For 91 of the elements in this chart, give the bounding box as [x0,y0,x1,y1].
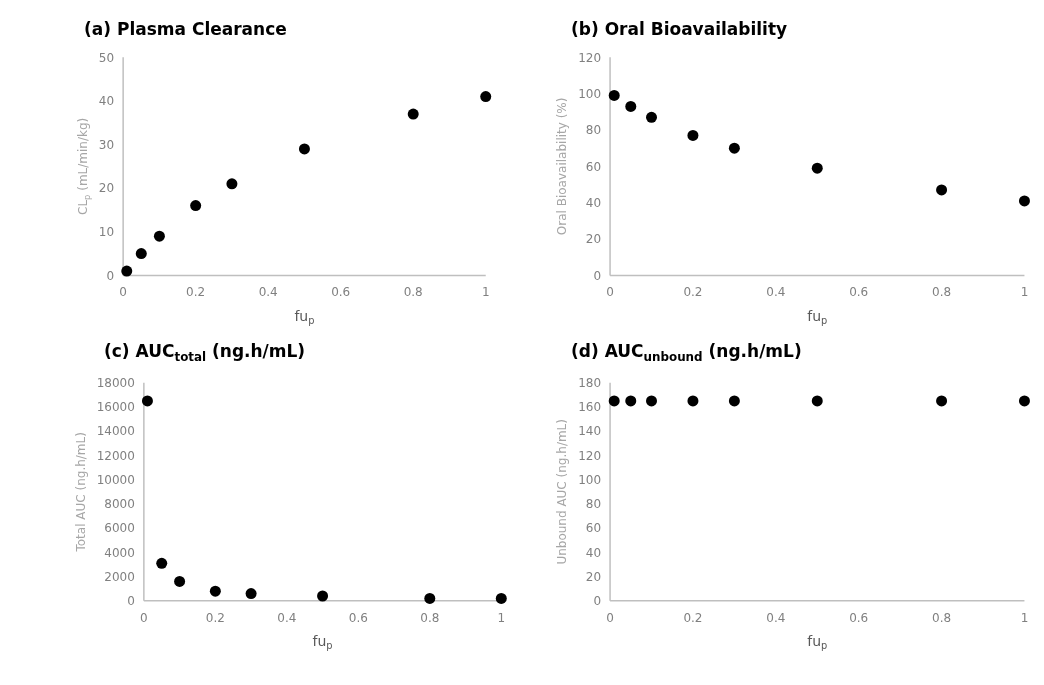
y-tick-label: 120 [578,448,602,463]
chart-title: (a) Plasma Clearance [84,19,287,39]
y-tick-label: 18000 [96,375,135,390]
y-tick-label: 120 [578,50,602,65]
point [1018,195,1030,207]
point [209,585,221,597]
y-tick-label: 0 [106,268,115,283]
y-tick-label: 20 [98,181,115,196]
x-tick-label: 1 [497,610,506,625]
x-tick-label: 0.4 [258,285,278,300]
point [141,395,153,407]
x-tick-label: 0.8 [403,285,423,300]
point [298,143,310,155]
x-axis-title: fu$_{p}$ [807,633,828,652]
x-tick-label: 1 [1020,285,1029,300]
point [317,590,329,602]
y-tick-label: 60 [585,159,602,174]
point [480,91,492,103]
x-tick-label: 1 [481,285,490,300]
chart-title: (b) Oral Bioavailability [571,19,788,39]
y-tick-label: 100 [578,86,602,101]
y-tick-label: 8000 [104,497,135,512]
y-tick-label: 16000 [96,400,135,415]
x-tick-label: 0.8 [932,610,952,625]
point [728,142,740,154]
point [424,592,436,604]
x-tick-label: 0.2 [205,610,225,625]
point [495,592,507,604]
x-tick-label: 0 [140,610,148,625]
y-tick-label: 12000 [96,448,135,463]
point [174,575,186,587]
x-tick-label: 0.2 [186,285,206,300]
y-tick-label: 6000 [104,521,135,536]
point [135,248,147,260]
y-tick-label: 10000 [96,472,135,487]
x-tick-label: 0.2 [683,285,703,300]
point [936,184,948,196]
y-tick-label: 80 [585,497,602,512]
y-axis-title: Oral Bioavailability (%) [555,97,570,236]
point [687,129,699,141]
point [407,108,419,120]
chart-title: (d) AUC$_{unbound}$ (ng.h/mL) [571,341,802,364]
y-tick-label: 140 [578,424,602,439]
y-tick-label: 0 [127,594,135,609]
y-tick-label: 20 [585,232,602,247]
x-tick-label: 0.4 [766,610,786,625]
y-axis-title: Total AUC (ng.h/mL) [73,432,88,553]
x-tick-label: 0.4 [766,285,786,300]
y-tick-label: 40 [585,195,602,210]
point [226,178,238,190]
y-tick-label: 40 [585,545,602,560]
x-tick-label: 0.2 [683,610,703,625]
x-tick-label: 0.8 [420,610,440,625]
chart-title: (c) AUC$_{total}$ (ng.h/mL) [104,341,306,364]
point [245,588,257,600]
y-tick-label: 0 [593,594,602,609]
x-axis-title: fu$_{p}$ [294,307,315,326]
point [190,200,202,212]
point [811,162,823,174]
x-tick-label: 0.6 [348,610,368,625]
point [646,111,657,123]
y-tick-label: 0 [593,268,602,283]
x-tick-label: 0.6 [849,610,869,625]
x-tick-label: 0 [606,285,614,300]
y-tick-label: 14000 [96,424,135,439]
x-axis-title: fu$_{p}$ [807,307,828,326]
point [156,557,168,569]
x-tick-label: 0.4 [277,610,297,625]
y-tick-label: 4000 [104,545,135,560]
point [625,100,637,112]
point [121,265,133,277]
point [153,230,165,242]
y-tick-label: 10 [98,224,115,239]
point [608,89,620,101]
x-tick-label: 0 [606,610,614,625]
y-tick-label: 180 [578,375,602,390]
y-tick-label: 100 [578,472,602,487]
x-tick-label: 0.6 [331,285,351,300]
y-axis-title: Unbound AUC (ng.h/mL) [555,418,570,565]
x-axis-title: fu$_{p}$ [312,633,333,652]
y-tick-label: 160 [578,400,602,415]
y-tick-label: 40 [98,94,115,109]
y-tick-label: 30 [98,137,115,152]
y-tick-label: 80 [585,123,602,138]
x-tick-label: 1 [1020,610,1029,625]
x-tick-label: 0.8 [932,285,952,300]
y-tick-label: 50 [98,50,115,65]
x-tick-label: 0.6 [849,285,869,300]
y-tick-label: 60 [585,521,602,536]
y-tick-label: 20 [585,569,602,584]
y-tick-label: 2000 [104,569,135,584]
